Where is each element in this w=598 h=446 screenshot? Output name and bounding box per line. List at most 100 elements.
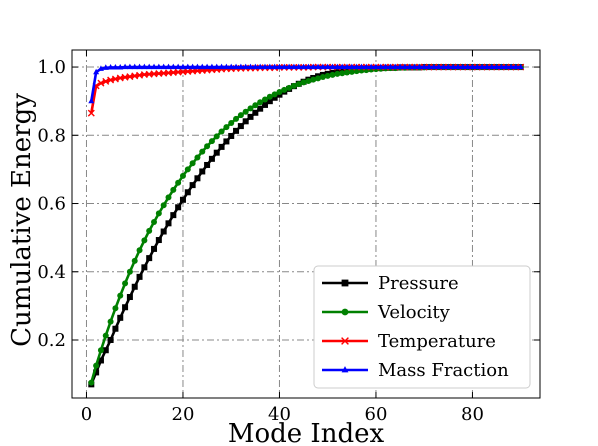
data-point-velocity [242,108,249,115]
data-point-mass-fraction [498,63,505,70]
data-point-velocity [204,143,211,150]
data-point-mass-fraction [508,63,515,70]
data-point-pressure [199,168,206,175]
data-point-temperature [87,109,95,117]
data-point-mass-fraction [411,63,418,70]
data-point-pressure [160,228,167,235]
data-point-pressure [194,175,201,182]
data-point-pressure [208,155,215,162]
data-point-pressure [131,283,138,290]
data-point-velocity [266,93,273,100]
data-point-mass-fraction [493,63,500,70]
data-point-velocity [257,99,264,106]
data-point-velocity [136,247,143,254]
data-point-velocity [155,210,162,217]
data-point-pressure [165,220,172,227]
data-point-mass-fraction [281,63,288,70]
data-point-mass-fraction [416,63,423,70]
data-point-pressure [189,182,196,189]
legend-box [313,265,531,389]
data-point-mass-fraction [218,63,225,70]
data-point-mass-fraction [387,63,394,70]
data-point-pressure [146,255,153,262]
data-point-mass-fraction [445,63,452,70]
data-point-mass-fraction [136,63,143,70]
x-tick-label: 80 [461,404,484,425]
series-lines [87,63,525,388]
data-point-velocity [276,88,283,95]
data-point-mass-fraction [483,63,490,70]
data-point-mass-fraction [175,63,182,70]
data-point-mass-fraction [247,63,254,70]
data-point-mass-fraction [213,63,220,70]
legend-marker-velocity [341,308,349,316]
data-point-mass-fraction [363,63,370,70]
data-point-velocity [305,78,312,85]
data-point-mass-fraction [372,63,379,70]
data-point-mass-fraction [261,63,268,70]
data-point-mass-fraction [208,63,215,70]
data-point-pressure [242,118,249,125]
series-temperature [87,63,525,117]
data-point-velocity [165,194,172,201]
data-point-pressure [151,245,158,252]
data-point-mass-fraction [406,63,413,70]
data-point-velocity [184,166,191,173]
data-point-mass-fraction [233,63,240,70]
data-point-mass-fraction [184,63,191,70]
legend-label-velocity: Velocity [377,302,451,323]
data-point-mass-fraction [223,63,230,70]
data-point-mass-fraction [459,63,466,70]
legend-marker-mass-fraction [341,366,349,373]
data-point-pressure [97,357,104,364]
data-point-velocity [329,71,336,78]
data-point-velocity [122,280,129,287]
data-point-mass-fraction [276,63,283,70]
data-point-mass-fraction [146,63,153,70]
data-point-mass-fraction [421,63,428,70]
data-point-mass-fraction [237,63,244,70]
legend-marker-pressure [341,279,349,287]
data-point-mass-fraction [368,63,375,70]
data-point-pressure [155,237,162,244]
data-point-velocity [319,73,326,80]
y-tick-label: 0.8 [37,125,66,146]
data-point-mass-fraction [165,63,172,70]
data-point-pressure [261,101,268,108]
data-point-mass-fraction [286,63,293,70]
x-axis-label: Mode Index [228,419,385,446]
data-point-velocity [315,75,322,82]
legend-label-pressure: Pressure [378,273,459,294]
data-point-mass-fraction [194,63,201,70]
y-tick-label: 0.6 [37,194,66,215]
data-point-velocity [170,186,177,193]
data-point-mass-fraction [151,63,158,70]
data-point-mass-fraction [266,63,273,70]
data-point-pressure [257,105,264,112]
data-point-mass-fraction [189,63,196,70]
data-point-mass-fraction [126,63,133,70]
data-point-velocity [228,120,235,127]
data-point-velocity [344,69,351,76]
data-point-velocity [271,91,278,98]
data-point-mass-fraction [450,63,457,70]
data-point-mass-fraction [122,63,129,70]
data-point-mass-fraction [199,63,206,70]
data-point-pressure [117,314,124,321]
data-point-mass-fraction [252,63,259,70]
data-point-mass-fraction [479,63,486,70]
data-point-mass-fraction [464,63,471,70]
data-point-mass-fraction [392,63,399,70]
data-point-mass-fraction [179,63,186,70]
data-point-velocity [199,148,206,155]
data-point-pressure [252,109,259,116]
data-point-velocity [194,154,201,161]
data-point-mass-fraction [401,63,408,70]
data-point-pressure [107,337,114,343]
data-point-velocity [348,68,355,75]
data-point-mass-fraction [488,63,495,70]
data-point-velocity [146,227,153,234]
data-point-pressure [175,204,182,211]
x-tick-label: 40 [268,404,291,425]
data-point-velocity [117,292,124,299]
